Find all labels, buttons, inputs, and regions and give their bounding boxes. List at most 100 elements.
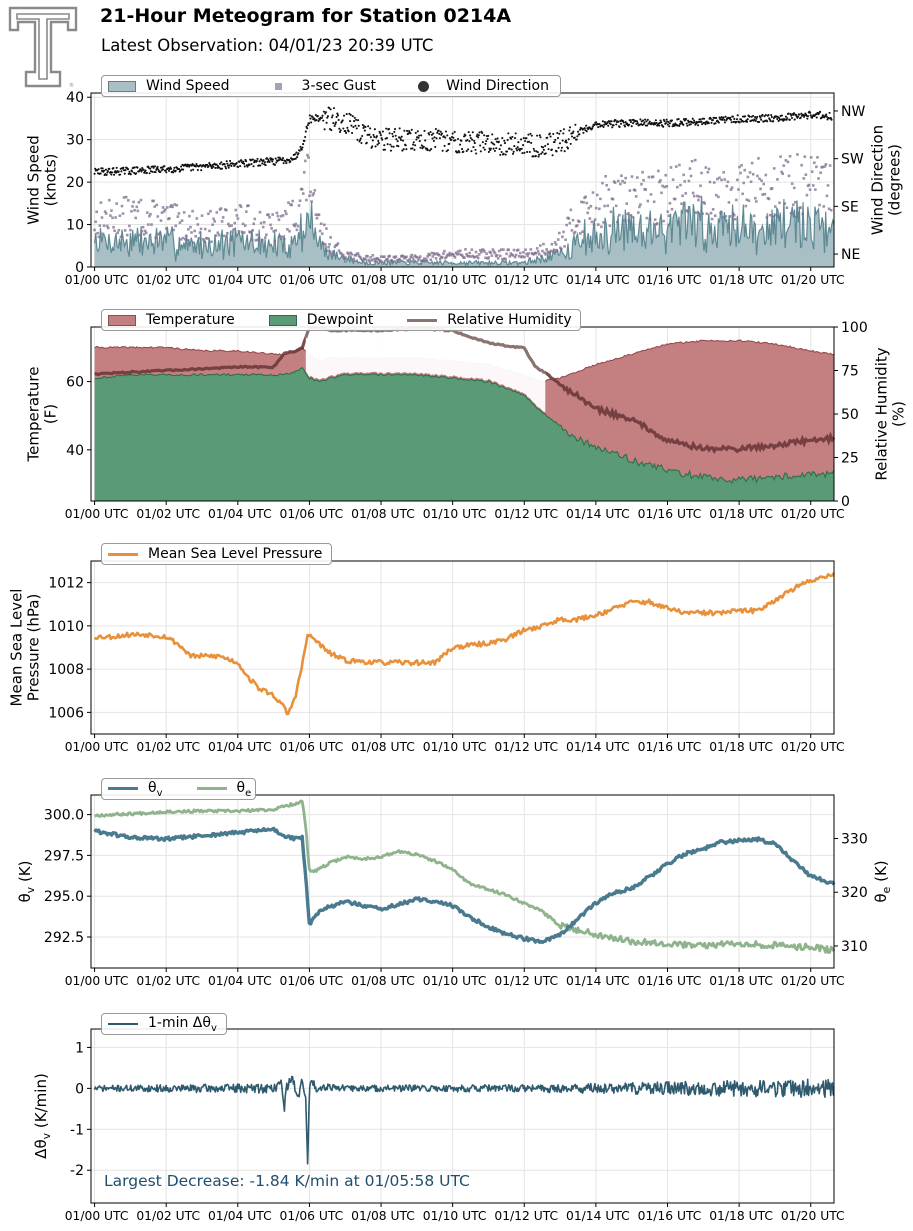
gust-point bbox=[633, 189, 637, 192]
x-tick-label: 01/18 UTC bbox=[709, 1209, 773, 1223]
dtheta-legend: 1-min Δθv bbox=[101, 1013, 227, 1035]
wind-direction-point bbox=[450, 138, 453, 141]
wind-direction-point bbox=[563, 150, 566, 153]
gust-point bbox=[188, 214, 191, 218]
wind-direction-point bbox=[815, 113, 818, 116]
wind-direction-point bbox=[238, 160, 241, 163]
x-tick-label: 01/04 UTC bbox=[208, 273, 272, 287]
gust-point bbox=[801, 212, 805, 216]
gust-point bbox=[689, 174, 693, 178]
gust-point bbox=[791, 203, 795, 207]
gust-point bbox=[763, 192, 767, 196]
x-tick-label: 01/02 UTC bbox=[136, 507, 200, 521]
wind-direction-point bbox=[182, 168, 185, 171]
gust-point bbox=[682, 173, 685, 177]
gust-point bbox=[310, 200, 313, 203]
gust-point bbox=[683, 180, 686, 183]
wind-direction-point bbox=[670, 119, 673, 122]
wind-direction-point bbox=[383, 144, 386, 147]
wind-direction-point bbox=[465, 149, 468, 153]
wind-direction-point bbox=[437, 129, 440, 132]
gust-point bbox=[164, 227, 168, 230]
wind-direction-point bbox=[374, 145, 377, 148]
x-tick-label: 01/04 UTC bbox=[208, 740, 272, 754]
wind-direction-point bbox=[296, 156, 299, 159]
wind-direction-point bbox=[522, 144, 525, 147]
gust-point bbox=[147, 223, 150, 226]
gust-point bbox=[569, 208, 573, 212]
wind-direction-point bbox=[541, 151, 544, 154]
x-tick-label: 01/16 UTC bbox=[638, 273, 702, 287]
wind-direction-point bbox=[281, 157, 285, 160]
x-tick-label: 01/04 UTC bbox=[208, 507, 272, 521]
wind-direction-point bbox=[149, 167, 152, 170]
gust-point bbox=[827, 207, 831, 211]
wind-direction-point bbox=[413, 148, 416, 151]
gust-point bbox=[780, 170, 783, 174]
wind-direction-point bbox=[167, 169, 171, 172]
wind-direction-point bbox=[723, 118, 726, 121]
wind-direction-point bbox=[242, 160, 245, 163]
wind-direction-point bbox=[338, 127, 341, 130]
wind-direction-point bbox=[142, 168, 145, 171]
wind-direction-point bbox=[756, 115, 759, 118]
wind-direction-point bbox=[361, 135, 364, 138]
gust-point bbox=[624, 176, 627, 180]
gust-point bbox=[260, 238, 264, 242]
gust-point bbox=[604, 174, 607, 178]
gust-point bbox=[443, 249, 446, 253]
legend-label: 3-sec Gust bbox=[301, 78, 377, 94]
x-tick-label: 01/02 UTC bbox=[136, 974, 200, 988]
gust-point bbox=[258, 210, 262, 214]
wind-direction-point bbox=[381, 130, 384, 133]
gust-point bbox=[485, 252, 488, 255]
wind-direction-point bbox=[570, 135, 574, 138]
wind-direction-point bbox=[668, 125, 671, 128]
x-tick-label: 01/16 UTC bbox=[638, 974, 702, 988]
gust-point bbox=[819, 171, 822, 175]
legend-item-relative-humidity: Relative Humidity bbox=[407, 312, 572, 328]
wind-direction-point bbox=[110, 173, 113, 176]
wind-direction-point bbox=[707, 122, 710, 125]
wind-direction-point bbox=[341, 119, 344, 122]
wind-direction-point bbox=[240, 159, 243, 162]
wind-direction-point bbox=[389, 149, 393, 152]
gust-point bbox=[747, 199, 751, 203]
gust-point bbox=[324, 243, 327, 246]
wind-direction-point bbox=[226, 162, 229, 165]
gust-point bbox=[152, 199, 155, 203]
wind-direction-point bbox=[110, 171, 114, 174]
gust-point bbox=[742, 181, 745, 185]
gust-point bbox=[829, 208, 833, 212]
wind-direction-point bbox=[232, 162, 235, 165]
gust-point bbox=[707, 167, 711, 171]
wind-direction-point bbox=[362, 126, 365, 130]
gust-point bbox=[96, 231, 100, 235]
gust-point bbox=[478, 248, 482, 252]
wind-direction-point bbox=[793, 118, 796, 121]
wind-direction-point bbox=[512, 150, 515, 153]
gust-point bbox=[661, 184, 664, 188]
gust-point bbox=[263, 236, 267, 239]
gust-point bbox=[208, 229, 211, 233]
wind-direction-point bbox=[424, 139, 427, 142]
gust-point bbox=[811, 184, 815, 187]
gust-point bbox=[534, 251, 538, 255]
y2-tick-label: 330 bbox=[841, 832, 868, 848]
legend-item-temperature: Temperature bbox=[108, 312, 235, 328]
wind-direction-point bbox=[798, 113, 801, 116]
gust-point bbox=[110, 209, 113, 212]
wind-direction-point bbox=[788, 118, 792, 121]
wind-direction-point bbox=[560, 146, 564, 149]
gust-point bbox=[483, 250, 486, 253]
gust-point bbox=[411, 256, 415, 260]
gust-point bbox=[339, 252, 343, 255]
gust-point bbox=[93, 228, 96, 232]
gust-point bbox=[220, 220, 224, 223]
wind-direction-point bbox=[399, 138, 403, 141]
gust-point bbox=[664, 173, 668, 177]
wind-direction-point bbox=[555, 150, 558, 153]
gust-point bbox=[315, 216, 319, 220]
wind-direction-point bbox=[532, 147, 535, 150]
gust-point bbox=[174, 224, 178, 228]
